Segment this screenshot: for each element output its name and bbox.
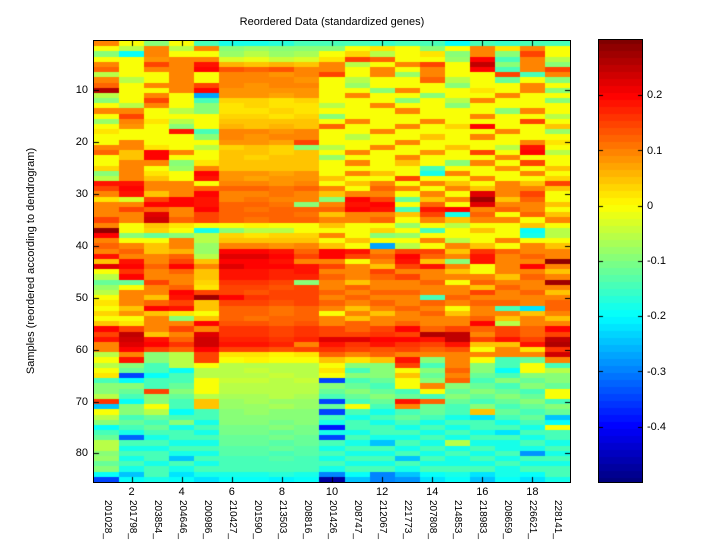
- x-gene-label: 201590_: [251, 500, 263, 539]
- x-gene-label: 208816_: [301, 500, 313, 539]
- colorbar-tick-label: 0: [647, 199, 654, 212]
- x-tick-label: 8: [278, 486, 285, 498]
- x-tick-label: 18: [526, 486, 539, 498]
- y-tick-label: 80: [75, 447, 88, 460]
- colorbar-tick-label: 0.2: [647, 89, 663, 102]
- colorbar-box: [598, 39, 643, 483]
- colorbar-canvas: [599, 40, 642, 482]
- colorbar-tick-label: -0.2: [647, 310, 666, 323]
- x-gene-label: 213503_: [276, 500, 288, 539]
- x-gene-label: 207808_: [427, 500, 439, 539]
- colorbar-tick-label: 0.1: [647, 144, 663, 157]
- y-tick-label: 40: [75, 239, 88, 252]
- x-gene-label: 210427_: [226, 500, 238, 539]
- y-tick-label: 50: [75, 291, 88, 304]
- x-gene-label: 201798_: [126, 500, 138, 539]
- colorbar-tick-label: -0.4: [647, 420, 666, 433]
- x-gene-label: 226621_: [527, 500, 539, 539]
- x-gene-label: 221773_: [402, 500, 414, 539]
- x-gene-label: 228141_: [552, 500, 564, 539]
- x-gene-label: 203854_: [151, 500, 163, 539]
- x-tick-label: 2: [128, 486, 135, 498]
- x-tick-label: 10: [325, 486, 339, 498]
- y-tick-label: 20: [75, 136, 88, 149]
- y-tick-label: 10: [75, 84, 88, 97]
- chart-title: Reordered Data (standardized genes): [239, 16, 425, 28]
- x-gene-label: 208659_: [502, 500, 514, 539]
- y-tick-label: 60: [75, 343, 88, 356]
- y-tick-label: 70: [75, 395, 88, 408]
- x-tick-label: 4: [178, 486, 185, 498]
- x-gene-label: 200986_: [201, 500, 213, 539]
- x-tick-label: 14: [426, 486, 439, 498]
- x-gene-label: 204646_: [176, 500, 188, 539]
- heatmap-canvas: [94, 41, 570, 482]
- colorbar-tick-label: -0.1: [647, 255, 666, 267]
- x-gene-label: 201426_: [327, 500, 338, 539]
- colorbar-tick-label: -0.3: [647, 365, 666, 378]
- heatmap-axes-box: [93, 40, 571, 483]
- x-tick-label: 16: [476, 486, 489, 498]
- x-tick-label: 6: [228, 486, 235, 498]
- x-gene-label: 201028_: [101, 500, 113, 539]
- x-gene-label: 208747_: [352, 500, 364, 539]
- y-tick-label: 30: [75, 188, 88, 201]
- x-gene-label: 214853_: [452, 500, 464, 539]
- x-tick-label: 12: [375, 486, 389, 498]
- y-axis-label: Samples (reordered according to dendrogr…: [25, 147, 37, 375]
- x-gene-label: 212067_: [377, 500, 389, 539]
- x-gene-label: 218983_: [477, 500, 489, 539]
